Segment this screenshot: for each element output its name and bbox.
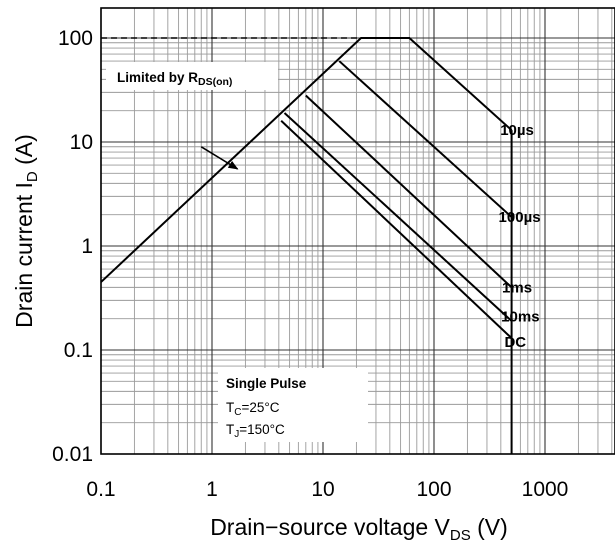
x-tick-label: 1000 [522,478,569,501]
annotation-arrow [200,146,239,170]
note-line-1: Single Pulse [226,376,307,391]
curve-label: 10µs [500,122,534,139]
y-axis-title: Drain current ID (A) [11,134,41,328]
soa-curve-4 [305,94,513,289]
curve-label: 1ms [502,279,532,296]
y-tick-label: 100 [58,27,93,50]
soa-curve-3 [338,60,513,218]
note-line-3: TJ=150°C [226,422,285,440]
soa-curve-5 [283,112,513,322]
x-tick-labels: 0.1 1 10 100 1000 [86,478,568,501]
curve-label: 100µs [499,209,541,226]
y-tick-labels: 100 10 1 0.1 0.01 [52,27,93,466]
limited-by-annotation: Limited by RDS(on) [106,62,278,170]
soa-curve-6 [280,120,513,339]
series-layer [100,37,513,454]
curve-labels: 10µs 100µs 1ms 10ms DC [499,122,541,351]
annotation-text: Limited by RDS(on) [117,70,232,88]
y-tick-label: 10 [70,131,93,154]
soa-curve-1 [100,37,513,283]
curve-label: 10ms [501,308,539,325]
curve-label: DC [504,334,526,351]
y-tick-label: 0.1 [64,339,93,362]
test-conditions-note: Single Pulse TC=25°C TJ=150°C [218,368,368,442]
note-box [218,368,368,442]
x-tick-label: 10 [311,478,334,501]
y-tick-label: 0.01 [52,443,93,466]
x-tick-label: 0.1 [86,478,115,501]
plot-frame [100,7,615,455]
note-line-2: TC=25°C [226,400,280,418]
annotation-box [106,62,278,90]
y-tick-label: 1 [81,235,93,258]
x-tick-label: 1 [206,478,218,501]
x-axis-title: Drain−source voltage VDS (V) [210,514,508,543]
x-tick-label: 100 [416,478,451,501]
